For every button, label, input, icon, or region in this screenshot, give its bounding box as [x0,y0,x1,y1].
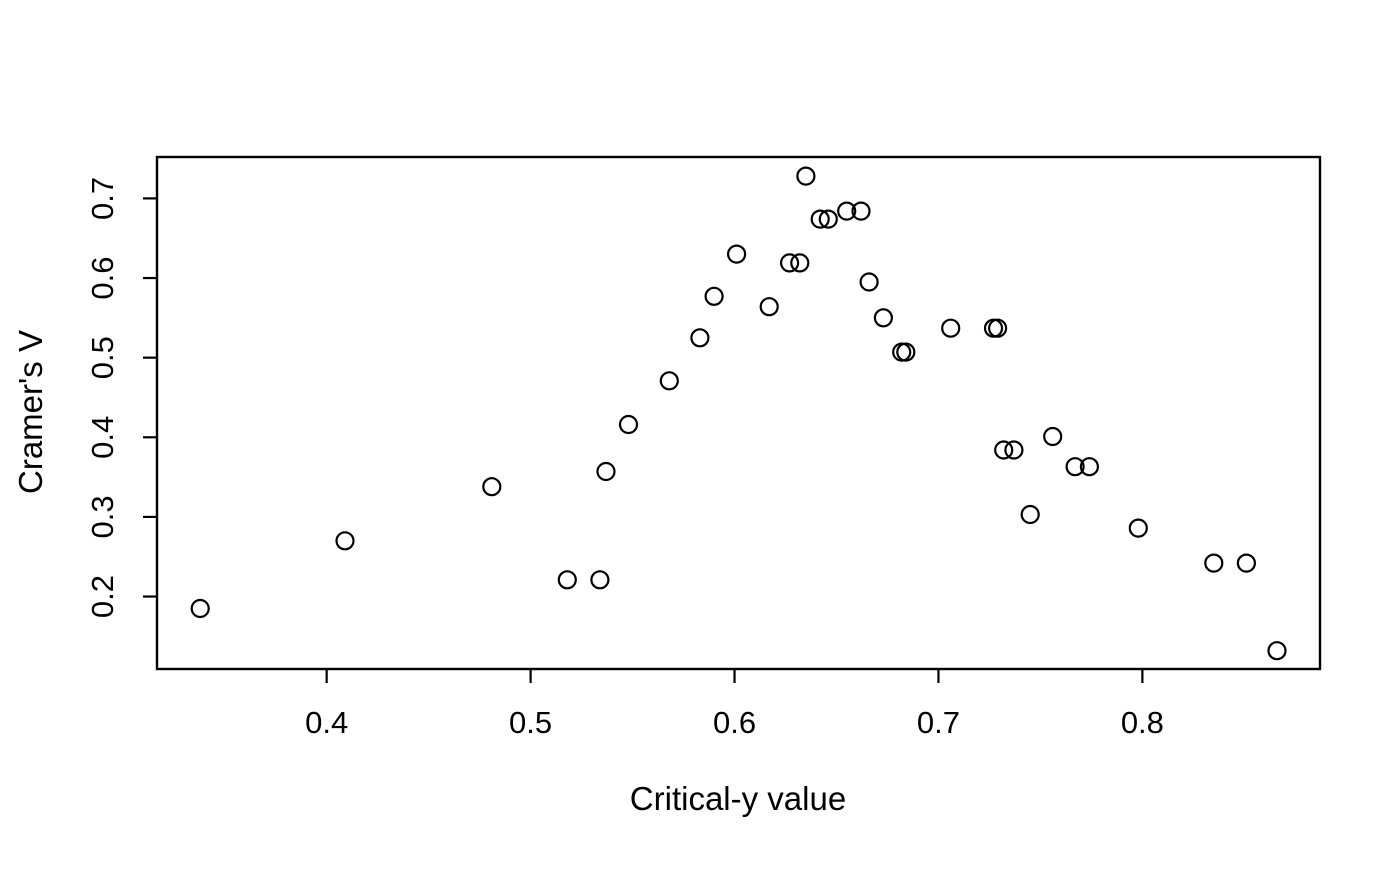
x-axis-tick-label: 0.7 [917,705,960,740]
data-points [190,166,1287,661]
y-axis-title: Cramer's V [12,330,49,494]
y-axis-ticks: 0.2 0.3 0.4 0.5 0.6 0.7 [85,177,157,618]
data-point [1236,553,1257,573]
data-point [759,297,779,317]
data-point [892,342,912,362]
data-point [557,570,577,590]
data-point [482,477,502,497]
data-point [796,166,816,186]
data-point [704,286,724,306]
data-point [859,272,879,292]
data-point [851,201,871,221]
data-point [987,318,1008,338]
y-axis-tick-label: 0.2 [85,575,120,618]
data-point [726,244,747,264]
data-point [873,308,894,328]
y-axis-tick-label: 0.4 [85,416,120,459]
plot-box [155,155,1322,671]
data-point [983,318,1004,338]
data-point [1020,504,1040,525]
data-point [994,440,1014,460]
x-axis-tick-label: 0.5 [509,705,552,740]
data-point [779,253,800,273]
data-point [335,531,355,551]
data-point [941,318,961,338]
data-point [1065,457,1085,477]
data-point [659,371,679,391]
data-point [790,253,810,273]
x-axis-tick-label: 0.6 [713,705,756,740]
data-point [596,461,616,482]
data-point [690,328,710,348]
y-axis-tick-label: 0.6 [85,256,120,299]
data-point [1079,457,1100,477]
data-point [1128,518,1148,538]
data-point [818,209,838,229]
data-point [618,414,639,435]
data-point [590,570,610,590]
data-point [1004,440,1024,460]
y-axis-tick-label: 0.5 [85,336,120,379]
x-axis-tick-label: 0.4 [305,705,348,740]
y-axis-tick-label: 0.7 [85,177,120,220]
x-axis-ticks: 0.4 0.5 0.6 0.7 0.8 [305,669,1164,740]
data-point [190,598,210,619]
data-point [837,201,857,221]
x-axis-tick-label: 0.8 [1121,705,1164,740]
x-axis-title: Critical-y value [630,780,846,817]
data-point [1043,426,1063,447]
data-point [1267,641,1287,661]
data-point [810,209,830,229]
data-point [896,342,916,362]
data-point [1204,553,1224,573]
y-axis-tick-label: 0.3 [85,495,120,538]
